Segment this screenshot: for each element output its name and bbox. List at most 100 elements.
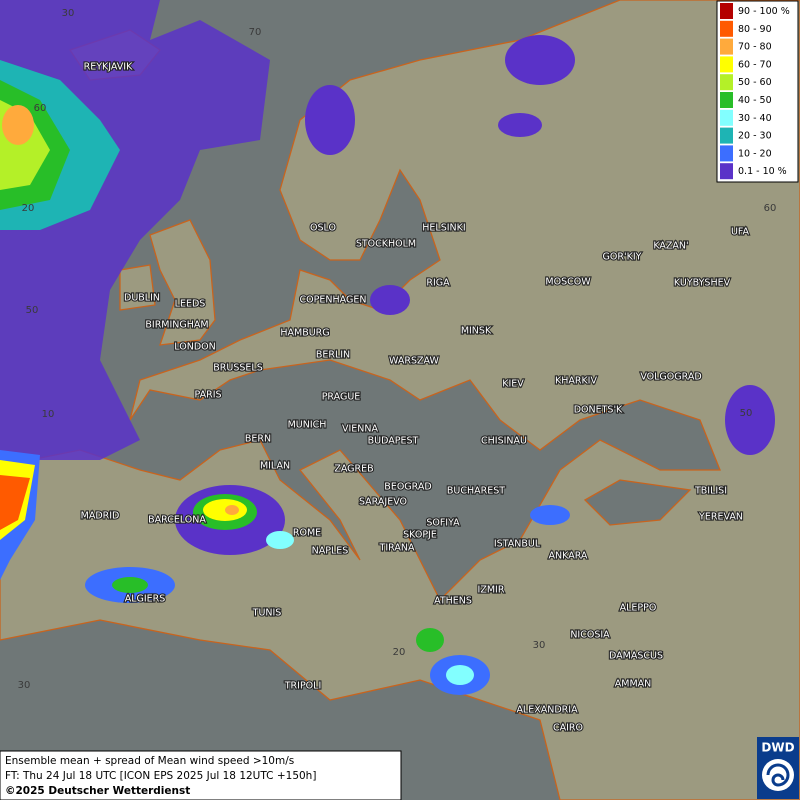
city-label: KHARKIV: [555, 376, 598, 387]
city-label: LEEDS: [175, 299, 206, 310]
legend-swatch: [720, 3, 733, 19]
city-label: KAZAN': [653, 241, 688, 252]
legend: 90 - 100 % 80 - 90 70 - 80 60 - 70 50 - 60 40…: [716, 0, 799, 183]
city-label: BUCHAREST: [447, 486, 505, 497]
city-label: GOR'KIY: [603, 252, 642, 263]
city-label: ZAGREB: [334, 464, 373, 475]
city-label: ANKARA: [549, 551, 588, 562]
city-label: ISTANBUL: [494, 539, 541, 550]
legend-label: 20 - 30: [738, 131, 772, 142]
city-label: SARAJEVO: [359, 497, 407, 508]
graticule-label: 50: [740, 408, 753, 419]
city-label: ROME: [293, 528, 321, 539]
city-label: OSLO: [310, 223, 336, 234]
graticule-label: 60: [764, 203, 777, 214]
city-label: HAMBURG: [280, 328, 329, 339]
precipitation: [0, 0, 775, 695]
city-label: HELSINKI: [422, 223, 465, 234]
legend-swatch: [720, 20, 733, 37]
graticule-label: 20: [393, 647, 406, 658]
city-label: NAPLES: [312, 546, 349, 557]
logo: DWD: [757, 737, 799, 799]
city-label: LONDON: [174, 342, 215, 353]
legend-swatch: [720, 127, 733, 144]
city-label: NICOSIA: [570, 630, 610, 641]
city-label: BRUSSELS: [213, 363, 262, 374]
city-label: YEREVAN: [698, 512, 743, 523]
city-label: BARCELONA: [148, 515, 206, 526]
city-label: AMMAN: [615, 679, 652, 690]
legend-label: 60 - 70: [738, 59, 772, 70]
legend-label: 50 - 60: [738, 77, 772, 88]
city-label: COPENHAGEN: [300, 295, 367, 306]
city-label: MADRID: [81, 511, 120, 522]
city-label: BEOGRAD: [384, 482, 431, 493]
city-label: UFA: [731, 227, 750, 238]
city-label: RIGA: [426, 278, 450, 289]
logo-text: DWD: [761, 741, 794, 755]
legend-swatch: [720, 109, 733, 126]
legend-label: 0.1 - 10 %: [738, 166, 787, 177]
legend-swatch: [720, 163, 733, 180]
city-label: MUNICH: [288, 420, 327, 431]
graticule-label: 20: [22, 203, 35, 214]
footer-line: FT: Thu 24 Jul 18 UTC [ICON EPS 2025 Jul…: [5, 770, 316, 782]
city-label: BERN: [245, 434, 271, 445]
city-label: VOLGOGRAD: [640, 372, 701, 383]
city-label: TBILISI: [694, 486, 727, 497]
legend-label: 40 - 50: [738, 95, 772, 106]
legend-label: 90 - 100 %: [738, 6, 790, 17]
city-label: TRIPOLI: [284, 681, 322, 692]
footer-line: ©2025 Deutscher Wetterdienst: [5, 785, 190, 797]
city-label: VIENNA: [342, 424, 379, 435]
city-label: MINSK: [461, 326, 492, 337]
logo-swirl: [766, 763, 790, 787]
city-label: TUNIS: [252, 608, 282, 619]
legend-swatch: [720, 38, 733, 55]
city-label: REYKJAVIK: [84, 62, 133, 73]
legend-label: 70 - 80: [738, 42, 772, 53]
city-label: CAIRO: [553, 723, 583, 734]
city-label: STOCKHOLM: [356, 239, 416, 250]
graticule-label: 10: [42, 409, 55, 420]
graticule-label: 60: [34, 103, 47, 114]
legend-swatch: [720, 145, 733, 162]
city-label: PRAGUE: [322, 392, 361, 403]
city-label: IZMIR: [478, 585, 505, 596]
legend-swatch: [720, 56, 733, 73]
footer-box: [0, 750, 402, 800]
legend-label: 80 - 90: [738, 24, 772, 35]
city-label: CHISINAU: [481, 436, 527, 447]
city-label: KUYBYSHEV: [674, 278, 731, 289]
city-label: DAMASCUS: [609, 651, 663, 662]
graticule-label: 30: [18, 680, 31, 691]
city-label: BUDAPEST: [368, 436, 419, 447]
legend-label: 10 - 20: [738, 148, 772, 159]
graticule-label: 70: [249, 27, 262, 38]
legend-label: 30 - 40: [738, 113, 772, 124]
city-label: BERLIN: [316, 350, 350, 361]
footer: Ensemble mean + spread of Mean wind spee…: [0, 750, 402, 800]
city-label: BIRMINGHAM: [145, 320, 208, 331]
city-label: PARIS: [194, 390, 221, 401]
city-label: DUBLIN: [124, 293, 160, 304]
legend-swatch: [720, 92, 733, 108]
city-label: ALEPPO: [620, 603, 657, 614]
city-label: ATHENS: [434, 596, 472, 607]
city-label: MOSCOW: [545, 277, 591, 288]
graticule-label: 30: [62, 8, 75, 19]
city-label: SOFIYA: [426, 518, 460, 529]
graticule-labels: 30 70 60 20 50 10 30 20 30 60 50: [18, 8, 777, 691]
city-label: KIEV: [502, 379, 524, 390]
city-label: TIRANA: [379, 543, 415, 554]
legend-swatch: [720, 74, 733, 91]
city-label: SKOPJE: [403, 530, 437, 541]
footer-line: Ensemble mean + spread of Mean wind spee…: [5, 755, 294, 767]
city-labels: REYKJAVIK OSLO STOCKHOLM HELSINKI DUBLIN LEED…: [80, 60, 751, 734]
graticule-label: 30: [533, 640, 546, 651]
city-label: WARSZAW: [389, 356, 439, 367]
city-label: ALEXANDRIA: [516, 705, 578, 716]
city-label: MILAN: [260, 461, 290, 472]
city-label: DONETS'K: [574, 405, 623, 416]
